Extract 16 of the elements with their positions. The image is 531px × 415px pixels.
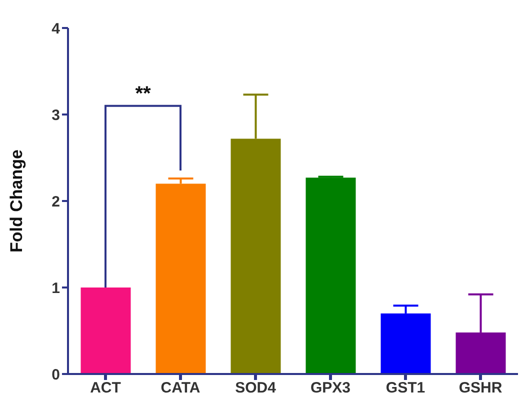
y-tick-label: 1: [52, 280, 60, 297]
y-tick-label: 2: [52, 193, 60, 210]
y-axis-title: Fold Change: [7, 150, 26, 252]
x-tick-label: ACT: [90, 380, 121, 397]
bar: [156, 184, 206, 374]
y-tick-label: 0: [52, 366, 60, 384]
y-tick-label: 3: [52, 106, 60, 124]
annotation: **: [135, 82, 151, 105]
x-tick-label: GPX3: [310, 380, 351, 397]
x-tick-label: GSHR: [458, 380, 502, 397]
bar: [306, 178, 356, 374]
bar: [80, 288, 131, 374]
y-tick-label: 4: [52, 20, 61, 38]
x-tick-label: CATA: [160, 380, 200, 397]
x-tick-label: GST1: [386, 380, 426, 397]
x-tick-label: SOD4: [235, 380, 277, 397]
